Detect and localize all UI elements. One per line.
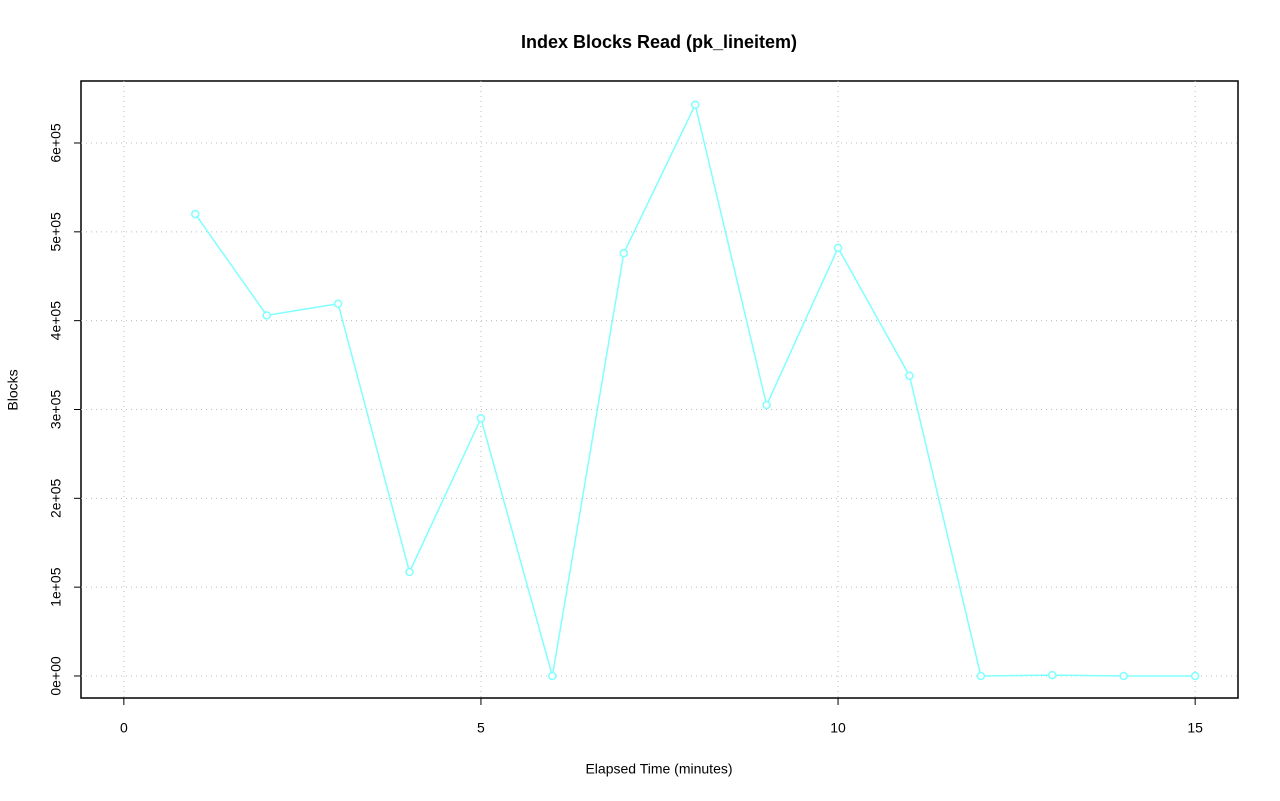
data-point [833, 243, 843, 253]
data-point [690, 100, 700, 110]
data-point [762, 400, 771, 410]
data-point [333, 299, 343, 309]
data-point [1190, 671, 1200, 681]
x-tick-label: 0 [120, 720, 128, 736]
data-point [548, 671, 557, 681]
x-tick-label: 5 [477, 720, 485, 736]
y-tick-label: 4e+05 [48, 301, 64, 341]
y-tick-label: 6e+05 [48, 123, 64, 163]
y-tick-label: 2e+05 [48, 478, 64, 518]
data-point [905, 371, 914, 380]
data-line [194, 102, 1196, 677]
data-point [262, 311, 271, 320]
data-point [1048, 670, 1057, 680]
data-point [191, 209, 200, 219]
y-tick-label: 5e+05 [48, 212, 64, 252]
y-tick-label: 3e+05 [48, 390, 64, 430]
y-axis-label: Blocks [5, 369, 21, 410]
data-point [619, 248, 629, 258]
y-tick-label: 1e+05 [48, 567, 64, 607]
chart-title: Index Blocks Read (pk_lineitem) [521, 32, 797, 52]
data-point [476, 414, 486, 423]
plot-frame [80, 80, 1239, 699]
x-tick-label: 15 [1187, 720, 1203, 736]
data-point [1119, 671, 1128, 681]
data-point [976, 671, 986, 681]
x-tick-label: 10 [830, 720, 846, 736]
x-axis-label: Elapsed Time (minutes) [585, 761, 732, 777]
y-tick-label: 0e+00 [48, 656, 64, 696]
data-point [405, 567, 414, 577]
